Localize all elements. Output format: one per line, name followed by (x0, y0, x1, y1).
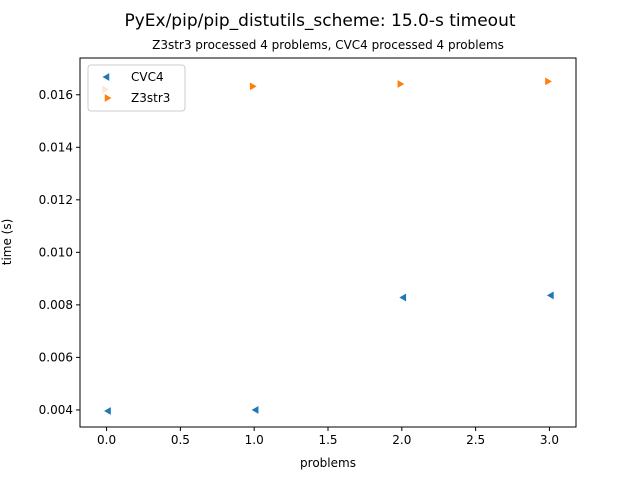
y-tick-label: 0.004 (39, 403, 73, 417)
data-point-cvc4 (251, 406, 259, 414)
x-tick-label: 1.0 (245, 433, 264, 447)
x-axis-ticks: 0.0 0.5 1.0 1.5 2.0 2.5 3.0 (97, 427, 559, 447)
y-tick-label: 0.006 (39, 350, 73, 364)
y-axis-ticks: 0.004 0.006 0.008 0.010 0.012 0.014 0.016 (39, 88, 80, 417)
x-tick-label: 0.5 (171, 433, 190, 447)
y-tick-label: 0.014 (39, 140, 73, 154)
y-tick-label: 0.016 (39, 88, 73, 102)
x-tick-label: 2.5 (466, 433, 485, 447)
data-point-z3str3 (545, 77, 552, 86)
data-point-cvc4 (399, 293, 407, 302)
data-point-z3str3 (249, 82, 257, 91)
chart-subtitle: Z3str3 processed 4 problems, CVC4 proces… (152, 38, 504, 52)
data-point-z3str3 (397, 80, 405, 88)
legend-marker-z3str3 (104, 94, 112, 102)
y-tick-label: 0.010 (39, 245, 73, 259)
chart-title: PyEx/pip/pip_distutils_scheme: 15.0-s ti… (124, 11, 515, 31)
x-tick-label: 2.0 (392, 433, 411, 447)
plot-marks (102, 77, 554, 415)
x-axis-label: problems (300, 456, 356, 470)
x-tick-label: 3.0 (540, 433, 559, 447)
legend-label-z3str3: Z3str3 (131, 91, 170, 105)
plot-frame (79, 57, 577, 428)
y-tick-label: 0.012 (39, 193, 73, 207)
legend-marker-cvc4 (102, 73, 110, 81)
x-tick-label: 0.0 (97, 433, 116, 447)
data-point-cvc4 (546, 291, 554, 300)
y-tick-label: 0.008 (39, 298, 73, 312)
legend-box (87, 64, 186, 112)
data-point-cvc4 (104, 407, 111, 415)
x-tick-label: 1.5 (318, 433, 337, 447)
legend-label-cvc4: CVC4 (131, 70, 164, 84)
y-axis-label: time (s) (0, 219, 14, 266)
legend: CVC4 Z3str3 (87, 64, 186, 112)
